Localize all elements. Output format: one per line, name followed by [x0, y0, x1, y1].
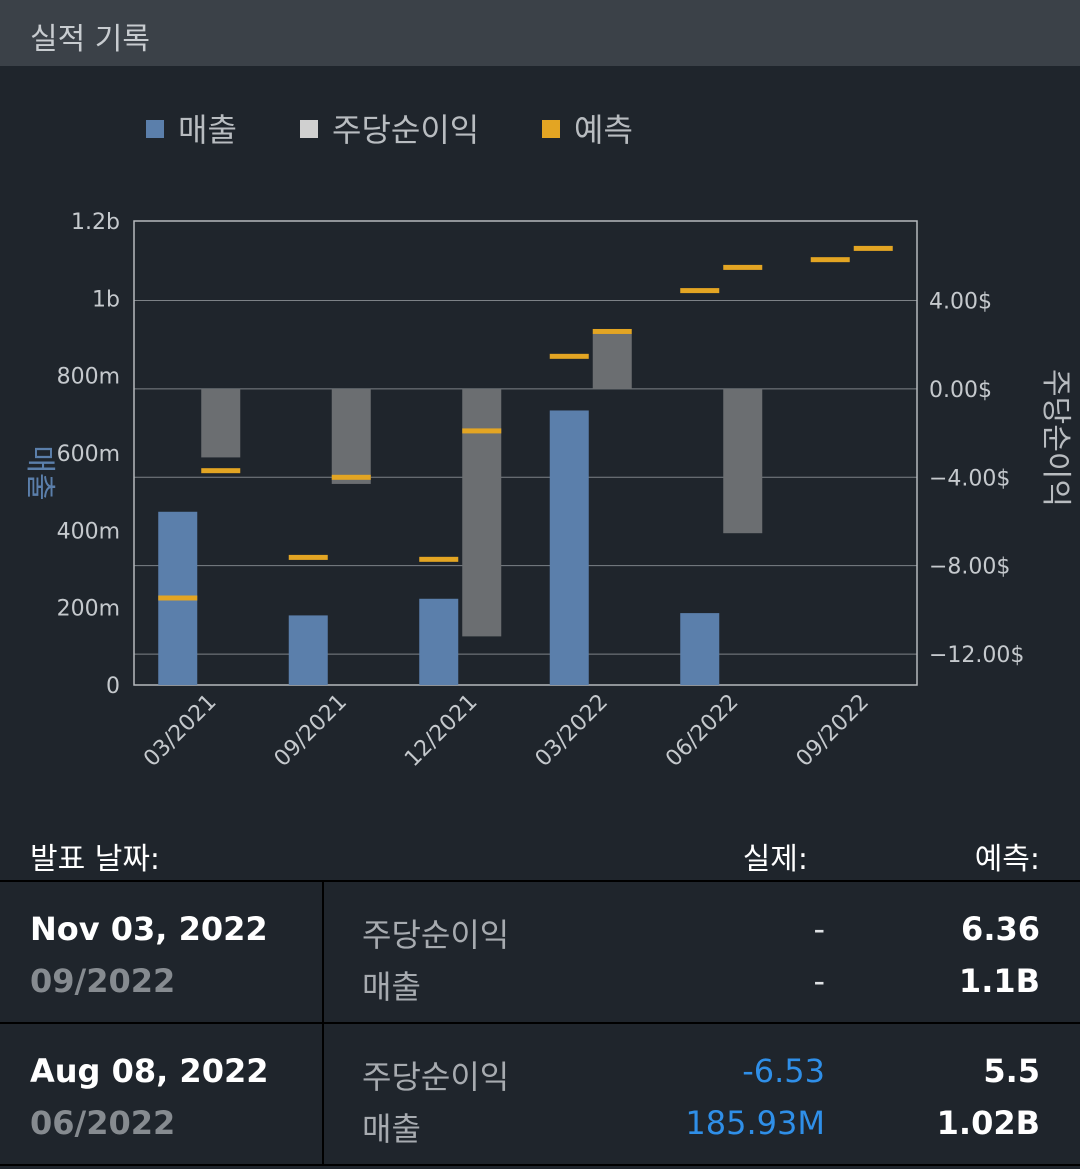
left-tick-label: 600m	[57, 442, 120, 467]
actual-eps: -6.53	[742, 1052, 825, 1090]
forecast-eps: 6.36	[961, 910, 1040, 948]
eps-bar	[592, 333, 632, 389]
header-date: 발표 날짜:	[30, 842, 161, 877]
forecast-eps-marker	[201, 468, 241, 474]
right-tick-label: −12.00$	[929, 643, 1024, 668]
forecast-revenue-marker	[549, 353, 589, 359]
legend-label-revenue: 매출	[178, 111, 237, 149]
revenue-bar	[549, 410, 589, 685]
left-tick-label: 400m	[57, 519, 120, 544]
plot-frame	[133, 220, 918, 686]
x-tick-label: 06/2022	[661, 690, 743, 772]
table-header: 발표 날짜: 실제: 예측:	[0, 830, 1080, 882]
forecast-revenue-marker	[419, 556, 459, 562]
release-date: Aug 08, 2022	[30, 1052, 269, 1090]
actual-eps: -	[813, 910, 825, 948]
forecast-eps-marker	[592, 328, 632, 334]
forecast-eps-marker	[853, 245, 893, 251]
table-row[interactable]: Aug 08, 2022 06/2022 주당순이익 -6.53 5.5 매출 …	[0, 1024, 1080, 1166]
left-axis-title: 매출	[22, 445, 57, 500]
forecast-revenue-marker	[810, 257, 850, 263]
eps-bar	[201, 388, 241, 458]
eps-bar	[462, 388, 502, 637]
legend-swatch-eps	[300, 120, 318, 138]
right-tick-label: −8.00$	[929, 555, 1010, 580]
header-forecast: 예측:	[974, 842, 1040, 877]
actual-revenue: 185.93M	[685, 1104, 825, 1142]
forecast-revenue-marker	[158, 595, 198, 601]
left-tick-label: 1.2b	[71, 210, 120, 235]
right-tick-label: 4.00$	[929, 290, 992, 315]
forecast-eps-marker	[723, 264, 763, 270]
forecast-eps: 5.5	[983, 1052, 1040, 1090]
fiscal-period: 09/2022	[30, 962, 176, 1000]
x-tick-label: 12/2021	[400, 690, 482, 772]
forecast-revenue-marker	[288, 554, 328, 560]
release-date: Nov 03, 2022	[30, 910, 268, 948]
eps-bar	[723, 388, 763, 534]
legend-label-eps: 주당순이익	[332, 111, 480, 149]
left-tick-label: 1b	[92, 287, 120, 312]
fiscal-period: 06/2022	[30, 1104, 176, 1142]
table-row[interactable]: Nov 03, 2022 09/2022 주당순이익 - 6.36 매출 - 1…	[0, 882, 1080, 1024]
page-title: 실적 기록	[30, 22, 150, 57]
revenue-bar	[419, 598, 459, 685]
left-tick-label: 200m	[57, 597, 120, 622]
forecast-eps-marker	[462, 428, 502, 434]
actual-revenue: -	[813, 962, 825, 1000]
eps-bar	[331, 388, 371, 484]
metric-label-eps: 주당순이익	[362, 916, 510, 954]
legend-label-forecast: 예측	[574, 111, 633, 149]
right-tick-label: 0.00$	[929, 378, 992, 403]
legend-swatch-revenue	[146, 120, 164, 138]
header-actual: 실제:	[742, 842, 808, 877]
header-bar: 실적 기록	[0, 0, 1080, 66]
forecast-revenue: 1.02B	[936, 1104, 1040, 1142]
earnings-chart: 0 200m 400m 600m 800m 1b 1.2b −12.00$ −8.00$ −4.0…	[22, 210, 1073, 772]
row-divider	[322, 882, 324, 1022]
forecast-eps-marker	[331, 474, 371, 480]
forecast-revenue-marker	[680, 288, 720, 294]
x-tick-label: 09/2021	[270, 690, 352, 772]
metric-label-revenue: 매출	[362, 968, 421, 1006]
row-divider	[322, 1024, 324, 1164]
x-tick-label: 03/2022	[531, 690, 613, 772]
metric-label-revenue: 매출	[362, 1110, 421, 1148]
x-tick-label: 09/2022	[792, 690, 874, 772]
revenue-bar	[288, 615, 328, 685]
x-tick-label: 03/2021	[139, 690, 221, 772]
right-axis-title: 주당순이익	[1038, 369, 1073, 507]
forecast-revenue: 1.1B	[958, 962, 1040, 1000]
legend-swatch-forecast	[542, 120, 560, 138]
revenue-bar	[680, 613, 720, 685]
left-tick-label: 0	[106, 674, 120, 699]
right-tick-label: −4.00$	[929, 466, 1010, 491]
left-tick-label: 800m	[57, 365, 120, 390]
metric-label-eps: 주당순이익	[362, 1058, 510, 1096]
